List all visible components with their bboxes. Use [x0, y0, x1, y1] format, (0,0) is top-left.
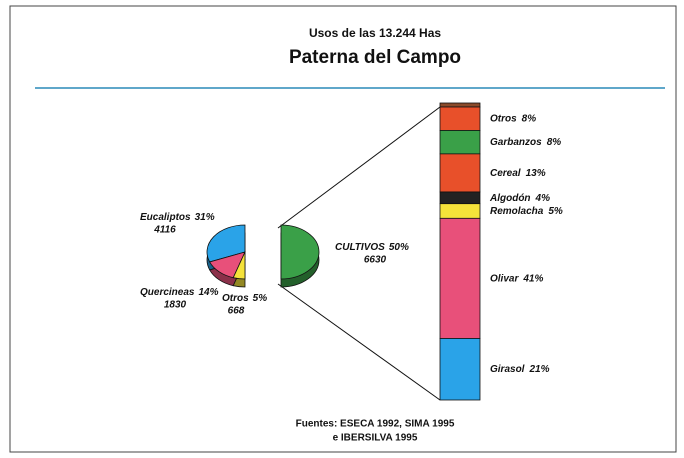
- slice-name: Eucaliptos: [140, 212, 191, 223]
- slice-label: Quercineas 14%: [140, 287, 219, 298]
- slice: [232, 251, 246, 280]
- slice-label: Eucaliptos 31%: [140, 212, 215, 223]
- slice-name: CULTIVOS: [335, 242, 385, 253]
- slice-percent: 14%: [198, 287, 218, 298]
- slice: [206, 224, 246, 263]
- connector: [277, 283, 441, 401]
- bar-segment: [439, 153, 481, 193]
- segment-percent: 21%: [528, 364, 549, 375]
- slice-count: 668: [228, 306, 245, 317]
- chart-subtitle: Paterna del Campo: [289, 47, 461, 68]
- segment-percent: 5%: [548, 206, 563, 217]
- segment-name: Otros: [490, 113, 517, 124]
- segment-percent: 8%: [522, 113, 537, 124]
- slice-count: 4116: [153, 225, 176, 236]
- segment-percent: 8%: [547, 137, 562, 148]
- segment-name: Algodón: [489, 192, 531, 203]
- frame: [9, 5, 677, 453]
- slice-name: Otros: [222, 293, 249, 304]
- slice-percent: 5%: [253, 293, 268, 304]
- slice-label: CULTIVOS 50%: [335, 242, 409, 253]
- connector: [277, 106, 441, 229]
- segment-percent: 13%: [526, 168, 546, 179]
- segment-label: Garbanzos 8%: [490, 137, 561, 148]
- slice-percent: 50%: [389, 242, 409, 253]
- segment-label: Otros 8%: [490, 113, 536, 124]
- source: e IBERSILVA 1995: [333, 433, 418, 444]
- slice-count: 6630: [364, 255, 387, 266]
- segment-name: Garbanzos: [490, 137, 542, 148]
- bar-cap: [439, 102, 481, 108]
- segment-percent: 41%: [522, 273, 543, 284]
- segment-label: Remolacha 5%: [490, 206, 563, 217]
- bar-segment: [439, 106, 481, 131]
- source: Fuentes: ESECA 1992, SIMA 1995: [296, 419, 455, 430]
- slice-count: 1830: [164, 300, 187, 311]
- chart-title: Usos de las 13.244 Has: [309, 26, 441, 40]
- slice-percent: 31%: [195, 212, 215, 223]
- segment-name: Girasol: [490, 364, 525, 375]
- bar-segment: [439, 217, 481, 339]
- slice-name: Quercineas: [140, 287, 195, 298]
- bar-segment: [439, 130, 481, 155]
- segment-label: Cereal 13%: [490, 168, 546, 179]
- slice-label: Otros 5%: [222, 293, 267, 304]
- segment-label: Algodón 4%: [489, 192, 550, 203]
- segment-percent: 4%: [535, 192, 551, 203]
- bar-segment: [439, 203, 481, 219]
- segment-name: Olivar: [490, 273, 519, 284]
- segment-name: Remolacha: [490, 206, 544, 217]
- bar-segment: [439, 338, 481, 401]
- bar-segment: [439, 191, 481, 205]
- segment-label: Girasol 21%: [490, 364, 550, 375]
- segment-label: Olivar 41%: [490, 273, 543, 284]
- segment-name: Cereal: [490, 168, 521, 179]
- slice: [280, 224, 320, 280]
